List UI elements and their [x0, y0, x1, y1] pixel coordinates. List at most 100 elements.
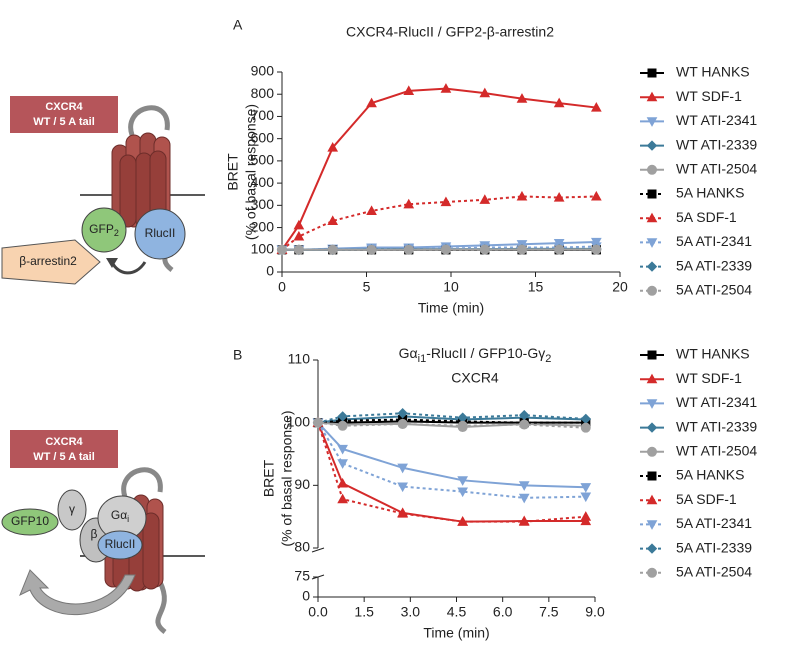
- data-point: [553, 97, 565, 108]
- legend-marker: [646, 117, 658, 127]
- legend-marker: [646, 494, 658, 505]
- legend-marker: [647, 350, 657, 360]
- data-point: [327, 215, 339, 225]
- y-tick-label: 400: [251, 174, 275, 190]
- y-tick-label: 90: [294, 476, 310, 492]
- legend-marker: [646, 140, 658, 151]
- data-point: [366, 97, 377, 108]
- y-tick-label: 0: [266, 263, 274, 279]
- data-point: [553, 192, 565, 202]
- legend-marker: [647, 446, 657, 457]
- title-part: 2: [545, 353, 551, 365]
- series-line: [281, 87, 597, 251]
- legend-label: 5A SDF-1: [676, 491, 737, 507]
- legend-label: WT SDF-1: [676, 88, 742, 104]
- series-line: [317, 422, 586, 523]
- rluc-label: RlucII: [105, 537, 136, 551]
- x-tick-label: 15: [528, 279, 544, 295]
- x-tick-label: 0.0: [308, 604, 328, 620]
- receptor-label: WT / 5 A tail: [33, 116, 95, 128]
- data-point: [277, 244, 287, 255]
- legend-marker: [647, 567, 657, 578]
- data-point: [337, 420, 348, 431]
- receptor-label: CXCR4: [45, 101, 83, 113]
- legend-label: WT ATI-2504: [676, 161, 757, 177]
- y-tick-label: 700: [251, 107, 275, 123]
- x-tick-label: 6.0: [493, 604, 513, 620]
- data-point: [397, 463, 408, 474]
- data-point: [590, 190, 602, 201]
- data-point: [457, 476, 469, 486]
- data-point: [337, 477, 348, 488]
- panel-letter: B: [233, 347, 242, 363]
- x-tick-label: 20: [612, 279, 628, 295]
- data-point: [293, 244, 304, 255]
- y-tick-label: 110: [288, 351, 311, 367]
- data-point: [590, 102, 602, 112]
- y-tick-label: 100: [287, 413, 311, 429]
- receptor-label: WT / 5 A tail: [33, 451, 95, 463]
- legend-marker: [646, 520, 658, 530]
- data-point: [293, 219, 305, 230]
- x-tick-label: 1.5: [354, 604, 374, 620]
- data-point: [457, 487, 469, 498]
- legend-label: 5A ATI-2504: [676, 282, 752, 298]
- legend-marker: [647, 68, 657, 78]
- y-tick-label: 300: [251, 196, 275, 212]
- data-point: [327, 142, 339, 152]
- data-point: [327, 244, 338, 255]
- legend-marker: [647, 189, 657, 199]
- legend-marker: [647, 285, 657, 296]
- data-point: [440, 196, 452, 207]
- y-tick-label: 800: [251, 85, 275, 101]
- data-point: [397, 418, 408, 429]
- data-point: [580, 492, 592, 503]
- y-tick-label: 100: [251, 240, 275, 256]
- y-axis-label: BRET: [261, 459, 277, 497]
- data-point: [366, 244, 377, 255]
- data-point: [479, 244, 490, 255]
- legend-label: WT ATI-2341: [676, 112, 757, 128]
- diagram-b: CXCR4 WT / 5 A tail GFP10 γ β Gαi RlucII: [1, 430, 205, 632]
- legend-marker: [646, 261, 658, 272]
- data-point: [518, 516, 530, 526]
- y-axis-label: (% of basal response): [279, 410, 295, 546]
- y-tick-label: 200: [251, 218, 275, 234]
- data-point: [580, 422, 591, 433]
- data-point: [519, 419, 530, 430]
- data-point: [479, 87, 491, 98]
- title-part: i1: [418, 353, 427, 365]
- gamma-label: γ: [69, 502, 75, 516]
- data-point: [516, 190, 528, 201]
- data-point: [518, 481, 530, 491]
- data-point: [518, 493, 530, 504]
- data-point: [397, 482, 408, 493]
- rluc-label: RlucII: [145, 226, 176, 240]
- chart-subtitle: CXCR4: [451, 370, 499, 386]
- data-point: [293, 230, 305, 241]
- arrestin-label: β-arrestin2: [19, 254, 77, 268]
- title-part: Gα: [399, 345, 418, 361]
- gfp-label: GFP10: [11, 514, 49, 528]
- data-point: [337, 459, 348, 469]
- data-point: [440, 83, 452, 93]
- legend-label: 5A ATI-2341: [676, 233, 752, 249]
- legend-marker: [646, 373, 658, 384]
- galpha-label: Gαi: [111, 508, 129, 524]
- title-part: -RlucII / GFP10-Gγ: [426, 345, 545, 361]
- data-point: [479, 194, 491, 204]
- x-tick-label: 9.0: [585, 604, 605, 620]
- chart-title: CXCR4-RlucII / GFP2-β-arrestin2: [346, 24, 554, 40]
- receptor-label: CXCR4: [45, 436, 83, 448]
- data-point: [516, 93, 528, 103]
- y-tick-label: 500: [251, 152, 275, 168]
- data-point: [397, 408, 408, 419]
- legend-marker: [647, 164, 657, 175]
- y-axis-label: (% of basal response): [243, 104, 259, 240]
- data-point: [337, 493, 348, 504]
- legend-label: WT ATI-2341: [676, 394, 757, 410]
- legend-marker: [646, 212, 658, 223]
- series-line: [317, 422, 586, 523]
- beta-label: β: [91, 527, 98, 541]
- data-point: [403, 244, 414, 255]
